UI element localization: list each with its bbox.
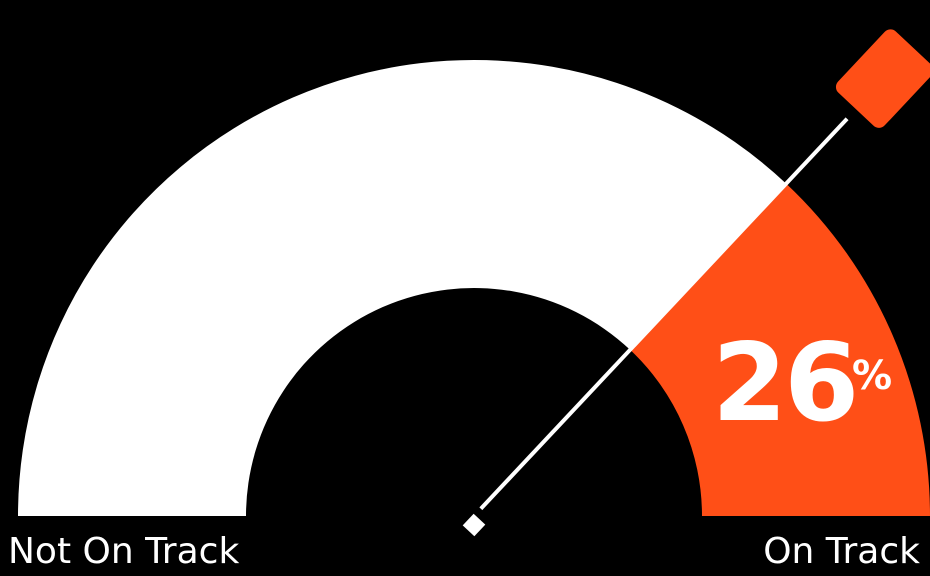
percentage-value: 26: [712, 321, 859, 446]
label-not-on-track: Not On Track: [8, 531, 240, 572]
needle-head: [835, 29, 930, 128]
percent-sign: %: [852, 353, 893, 399]
segment-on-track: [630, 183, 930, 516]
segment-not-on-track: [18, 59, 787, 516]
needle-pivot: [462, 513, 486, 537]
needle: [479, 117, 849, 511]
label-on-track: On Track: [763, 531, 920, 572]
